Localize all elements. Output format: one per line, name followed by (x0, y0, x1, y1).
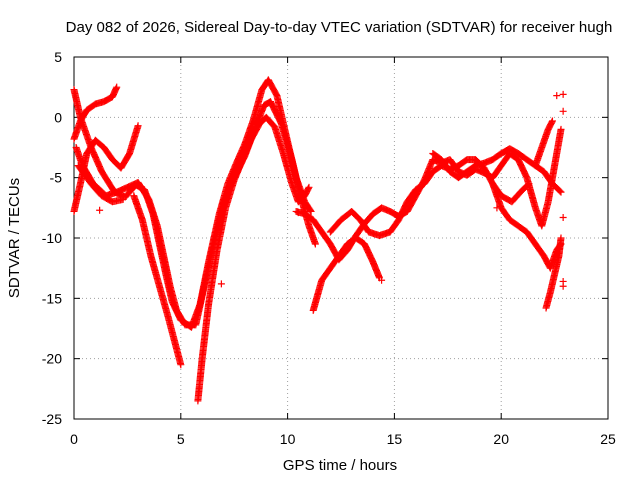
data-point (119, 195, 127, 203)
x-tick-label: 0 (70, 431, 78, 447)
y-tick-label: -20 (42, 351, 62, 367)
x-tick-label: 15 (387, 431, 403, 447)
data-point (556, 187, 564, 195)
y-axis: -25 -20 -15 -10 -5 0 5 (42, 49, 608, 427)
data-point (559, 107, 567, 115)
x-tick-label: 25 (600, 431, 616, 447)
x-tick-label: 20 (493, 431, 509, 447)
data-point (134, 122, 142, 130)
data-point (493, 204, 501, 212)
y-tick-label: -10 (42, 230, 62, 246)
data-point (525, 180, 533, 188)
data-point (548, 117, 556, 125)
data-point (311, 240, 319, 248)
chart-title: Day 082 of 2026, Sidereal Day-to-day VTE… (66, 19, 613, 36)
data-point (559, 213, 567, 221)
data-point (557, 188, 565, 196)
data-point (304, 185, 312, 193)
x-tick-label: 5 (177, 431, 185, 447)
data-point (548, 118, 556, 126)
y-tick-label: 0 (54, 109, 62, 125)
data-point (524, 181, 532, 189)
y-tick-label: -25 (42, 411, 62, 427)
data-points (70, 76, 567, 405)
data-point (559, 282, 567, 290)
data-point (307, 207, 315, 215)
y-tick-label: -15 (42, 290, 62, 306)
data-point (557, 234, 565, 242)
y-tick-label: 5 (54, 49, 62, 65)
data-point (217, 280, 225, 288)
data-point (113, 83, 121, 91)
data-point (378, 276, 386, 284)
data-point (306, 206, 314, 214)
y-tick-label: -5 (50, 170, 63, 186)
data-point (553, 92, 561, 100)
data-point (177, 361, 185, 369)
x-axis: 0 5 10 15 20 25 (70, 57, 616, 447)
data-point (294, 209, 302, 217)
x-tick-label: 10 (280, 431, 296, 447)
data-point (305, 183, 313, 191)
data-point (557, 125, 565, 133)
y-axis-label: SDTVAR / TECUs (6, 178, 23, 298)
data-point (559, 90, 567, 98)
x-axis-label: GPS time / hours (283, 457, 397, 474)
data-point (96, 206, 104, 214)
